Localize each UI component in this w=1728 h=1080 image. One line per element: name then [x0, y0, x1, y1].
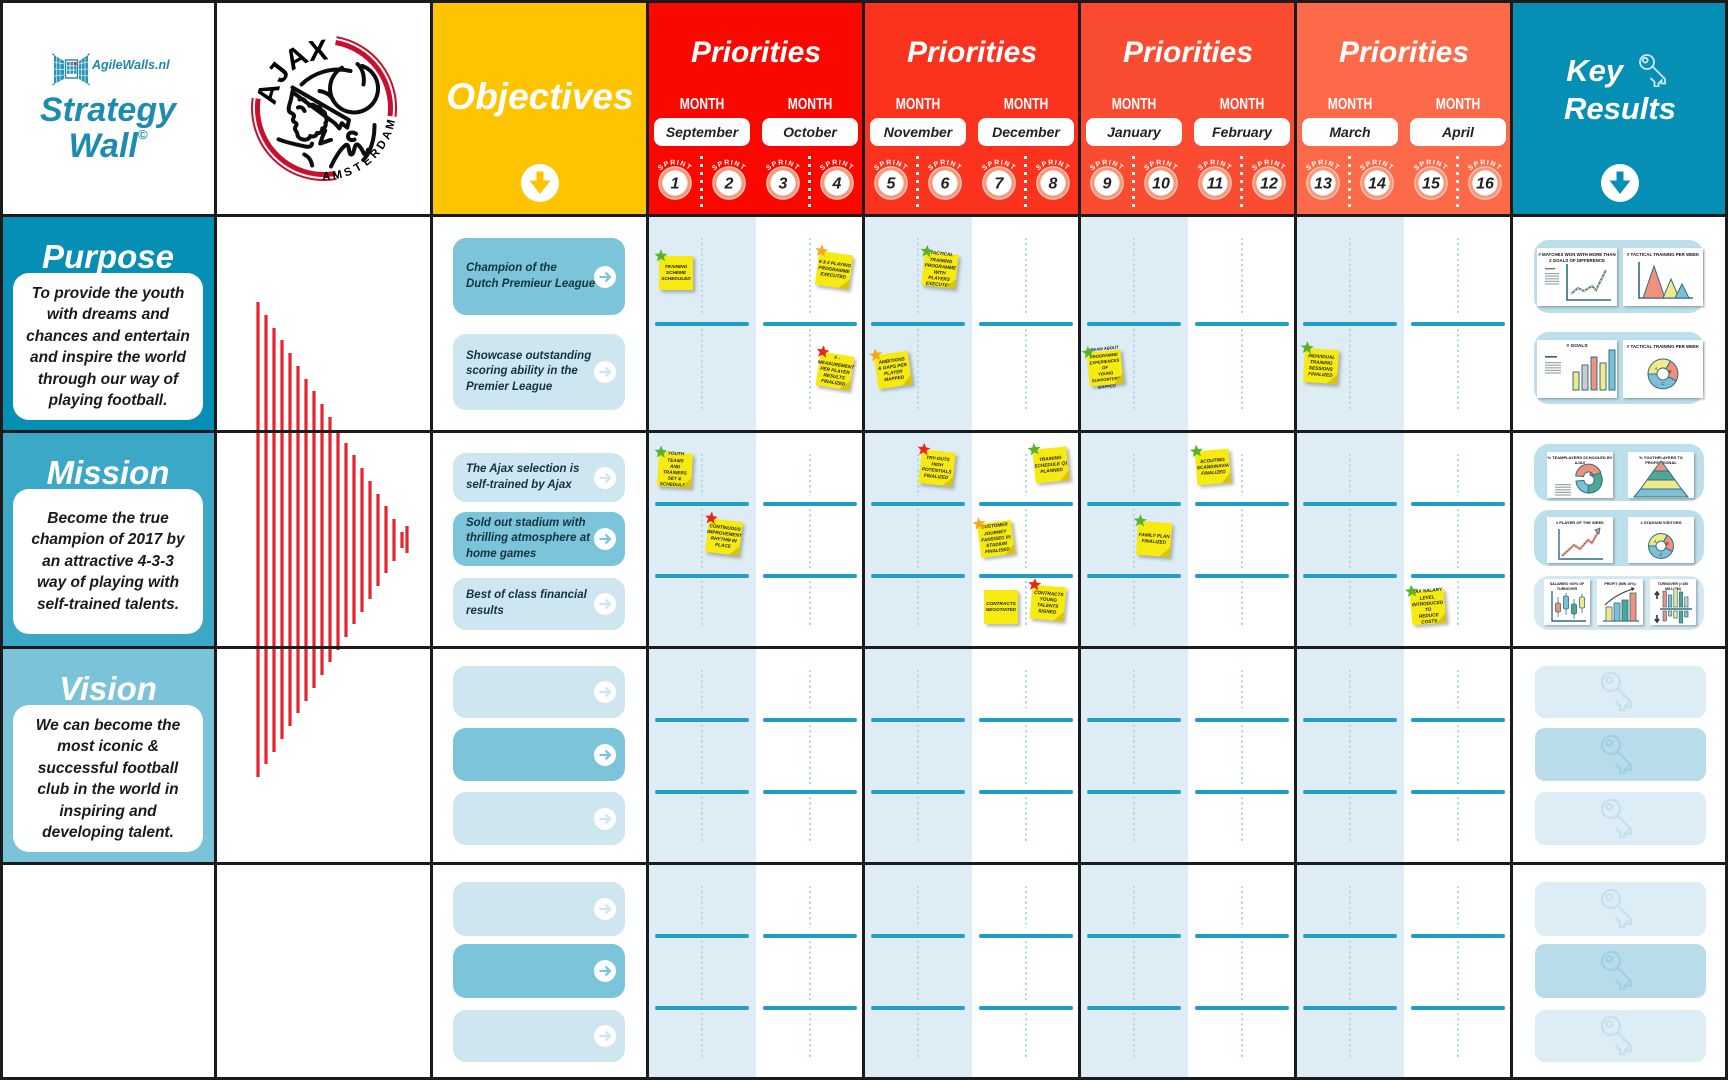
- svg-text:15: 15: [1422, 176, 1441, 193]
- svg-text:5: 5: [887, 176, 897, 193]
- svg-text:1: 1: [671, 176, 680, 193]
- svg-text:13: 13: [1314, 176, 1332, 193]
- svg-text:8: 8: [1049, 176, 1058, 193]
- svg-text:3: 3: [779, 176, 788, 193]
- svg-text:10: 10: [1152, 176, 1170, 193]
- svg-text:4: 4: [832, 176, 842, 193]
- svg-text:A: A: [322, 171, 331, 183]
- svg-text:A: A: [1652, 539, 1656, 544]
- svg-text:9: 9: [1103, 176, 1112, 193]
- svg-text:14: 14: [1368, 176, 1386, 193]
- svg-text:2: 2: [724, 176, 734, 193]
- svg-text:6: 6: [941, 176, 950, 193]
- svg-text:A: A: [1653, 366, 1657, 371]
- svg-text:M: M: [384, 119, 398, 131]
- svg-text:16: 16: [1476, 176, 1494, 193]
- svg-text:B: B: [1668, 369, 1671, 374]
- svg-text:12: 12: [1260, 176, 1278, 193]
- svg-text:11: 11: [1207, 176, 1224, 193]
- svg-text:C: C: [1659, 552, 1663, 557]
- svg-text:7: 7: [995, 176, 1005, 193]
- svg-text:S: S: [343, 166, 355, 180]
- svg-text:B: B: [1665, 541, 1668, 546]
- svg-text:M: M: [332, 169, 344, 183]
- svg-text:X: X: [307, 34, 330, 68]
- svg-text:C: C: [1661, 381, 1665, 386]
